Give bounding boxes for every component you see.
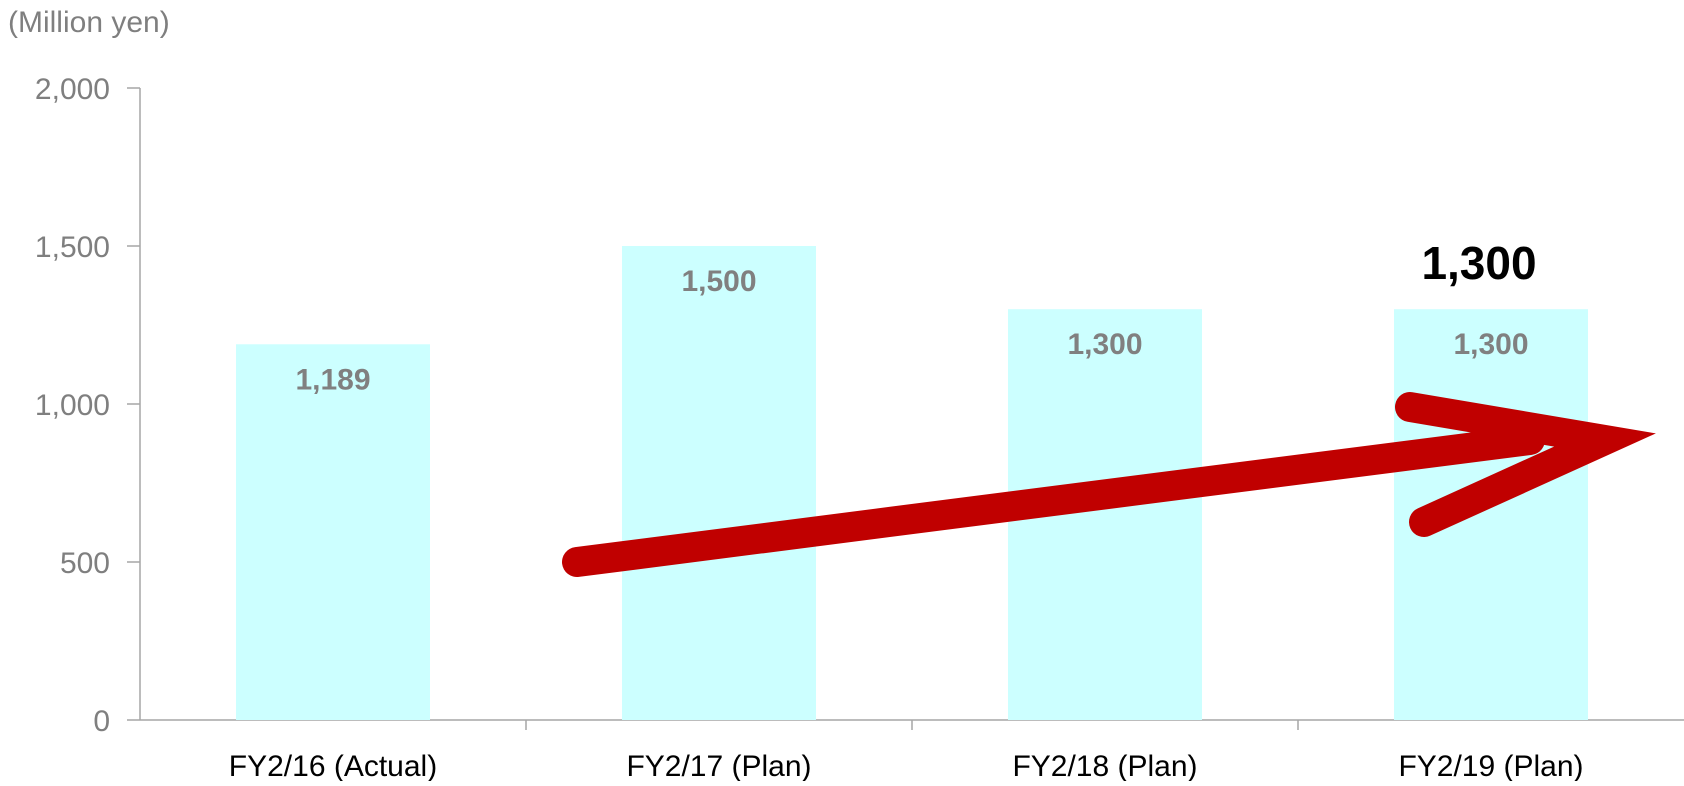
trend-arrow-head: [1395, 392, 1656, 537]
data-label: 1,189: [295, 363, 370, 396]
highlight-value-label: 1,300: [1421, 237, 1536, 289]
category-label: FY2/16 (Actual): [229, 750, 437, 781]
bar: [236, 344, 430, 720]
category-label: FY2/18 (Plan): [1012, 750, 1197, 781]
bar: [622, 246, 816, 720]
y-tick-label: 500: [60, 547, 110, 580]
y-tick-label: 1,500: [35, 231, 110, 264]
data-label: 1,300: [1067, 328, 1142, 361]
category-labels: FY2/16 (Actual) FY2/17 (Plan) FY2/18 (Plan…: [229, 750, 1584, 783]
data-label: 1,500: [681, 265, 756, 298]
y-tick-label: 2,000: [35, 73, 110, 106]
y-unit-label: (Million yen): [8, 6, 170, 39]
data-label: 1,300: [1453, 328, 1528, 361]
y-tick-label: 0: [93, 705, 110, 738]
bars: [236, 246, 1588, 720]
tick-labels: 0 500 1,000 1,500 2,000: [35, 73, 110, 738]
trend-arrow-shaft: [562, 425, 1545, 577]
category-label: FY2/17 (Plan): [626, 750, 811, 781]
data-labels: 1,189 1,500 1,300 1,300: [295, 265, 1528, 396]
category-label: FY2/19 (Plan): [1398, 750, 1583, 781]
y-tick-label: 1,000: [35, 389, 110, 422]
trend-arrow-annotation: 1,300: [562, 237, 1656, 577]
